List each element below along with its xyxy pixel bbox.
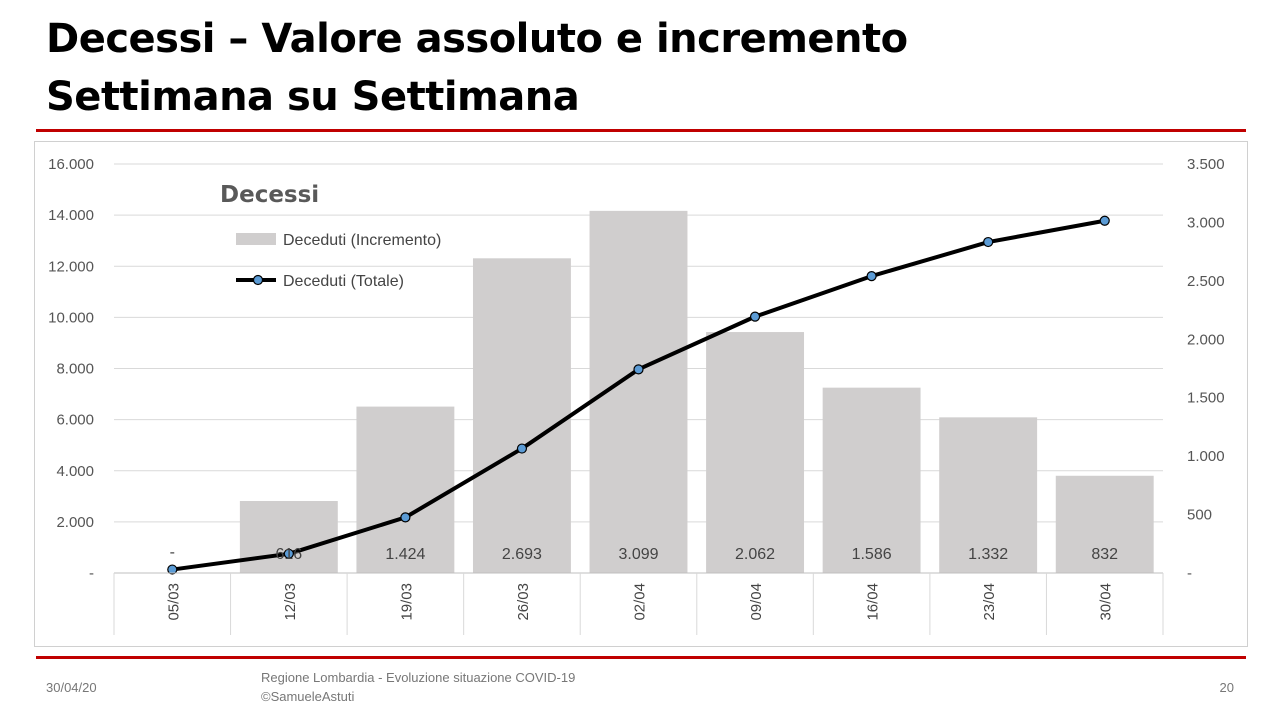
bar-data-label: 616 xyxy=(275,546,302,563)
bar-data-label: 832 xyxy=(1091,546,1118,563)
page-number: 20 xyxy=(1219,680,1234,695)
footer-divider xyxy=(36,656,1246,659)
y-left-tick-label: - xyxy=(89,565,94,582)
line-point xyxy=(633,364,644,375)
footer-source-line2: ©SamueleAstuti xyxy=(261,689,355,704)
slide-title-line1: Decessi – Valore assoluto e incremento xyxy=(46,16,908,62)
bar-data-label: 1.332 xyxy=(968,546,1008,563)
bar-data-label: 3.099 xyxy=(618,546,658,563)
line-point xyxy=(983,236,994,248)
legend-label-totale: Deceduti (Totale) xyxy=(283,273,404,290)
bar-data-label: - xyxy=(170,544,175,561)
line-point xyxy=(516,443,528,454)
line-point xyxy=(283,548,294,559)
line-point xyxy=(1099,215,1110,226)
chart-title: Decessi xyxy=(220,182,319,208)
bar xyxy=(706,332,805,573)
y-right-tick-label: 3.500 xyxy=(1187,156,1225,173)
bar-data-label: 1.586 xyxy=(852,546,892,563)
line-series xyxy=(167,215,1110,575)
y-right-tick-label: 3.000 xyxy=(1187,214,1225,231)
line-point xyxy=(866,270,877,282)
bar xyxy=(356,406,455,573)
bar-data-label: 2.693 xyxy=(502,546,542,563)
data-labels: - 616 1.424 2.693 3.099 2.062 1.586 1.332 832 xyxy=(170,544,1119,563)
bar-data-label: 1.424 xyxy=(385,546,425,563)
bar xyxy=(939,417,1038,573)
y-left-tick-label: 16.000 xyxy=(48,156,94,173)
y-left-tick-label: 6.000 xyxy=(56,412,94,429)
y-left-tick-label: 12.000 xyxy=(48,258,94,275)
slide-title: Decessi – Valore assoluto e incremento S… xyxy=(46,10,908,126)
y-left-tick-label: 8.000 xyxy=(56,361,94,378)
bar xyxy=(1055,475,1154,573)
title-divider xyxy=(36,129,1246,132)
y-right-tick-label: 2.000 xyxy=(1187,331,1225,348)
x-tick-label: 02/04 xyxy=(632,583,649,621)
y-left-tick-label: 2.000 xyxy=(56,514,94,531)
bar xyxy=(239,501,338,573)
x-tick-label: 23/04 xyxy=(981,583,998,621)
footer-source-line1: Regione Lombardia - Evoluzione situazion… xyxy=(261,670,576,685)
y-right-tick-label: 1.500 xyxy=(1187,390,1225,407)
bar-data-label: 2.062 xyxy=(735,546,775,563)
y-left-tick-label: 4.000 xyxy=(56,463,94,480)
slide-title-line2: Settimana su Settimana xyxy=(46,74,580,120)
x-tick-label: 19/03 xyxy=(398,583,415,621)
x-tick-label: 09/04 xyxy=(748,583,765,621)
legend-label-incremento: Deceduti (Incremento) xyxy=(283,232,441,249)
line-point xyxy=(167,564,178,575)
footer-source: Regione Lombardia - Evoluzione situazion… xyxy=(261,668,575,706)
line-point xyxy=(400,512,411,523)
x-tick-label: 12/03 xyxy=(282,583,299,621)
axes: - 2.000 4.000 6.000 8.000 10.000 12.000 14.000 1… xyxy=(48,156,1225,635)
y-right-tick-label: - xyxy=(1187,565,1192,582)
legend: Deceduti (Incremento) Deceduti (Totale) xyxy=(236,232,441,290)
y-left-tick-label: 14.000 xyxy=(48,207,94,224)
x-tick-label: 16/04 xyxy=(865,583,882,621)
footer-date: 30/04/20 xyxy=(46,680,97,695)
line-point xyxy=(749,311,761,322)
x-tick-label: 26/03 xyxy=(515,583,532,621)
legend-swatch-incremento xyxy=(236,233,276,245)
x-tick-label: 30/04 xyxy=(1098,583,1115,621)
y-right-tick-label: 1.000 xyxy=(1187,448,1225,465)
y-left-tick-label: 10.000 xyxy=(48,309,94,326)
bar xyxy=(822,387,921,573)
y-right-tick-label: 500 xyxy=(1187,507,1212,524)
y-right-tick-label: 2.500 xyxy=(1187,273,1225,290)
x-tick-label: 05/03 xyxy=(165,583,182,621)
bar xyxy=(472,258,571,573)
bar-series xyxy=(239,210,1154,573)
legend-marker-totale xyxy=(252,274,264,286)
